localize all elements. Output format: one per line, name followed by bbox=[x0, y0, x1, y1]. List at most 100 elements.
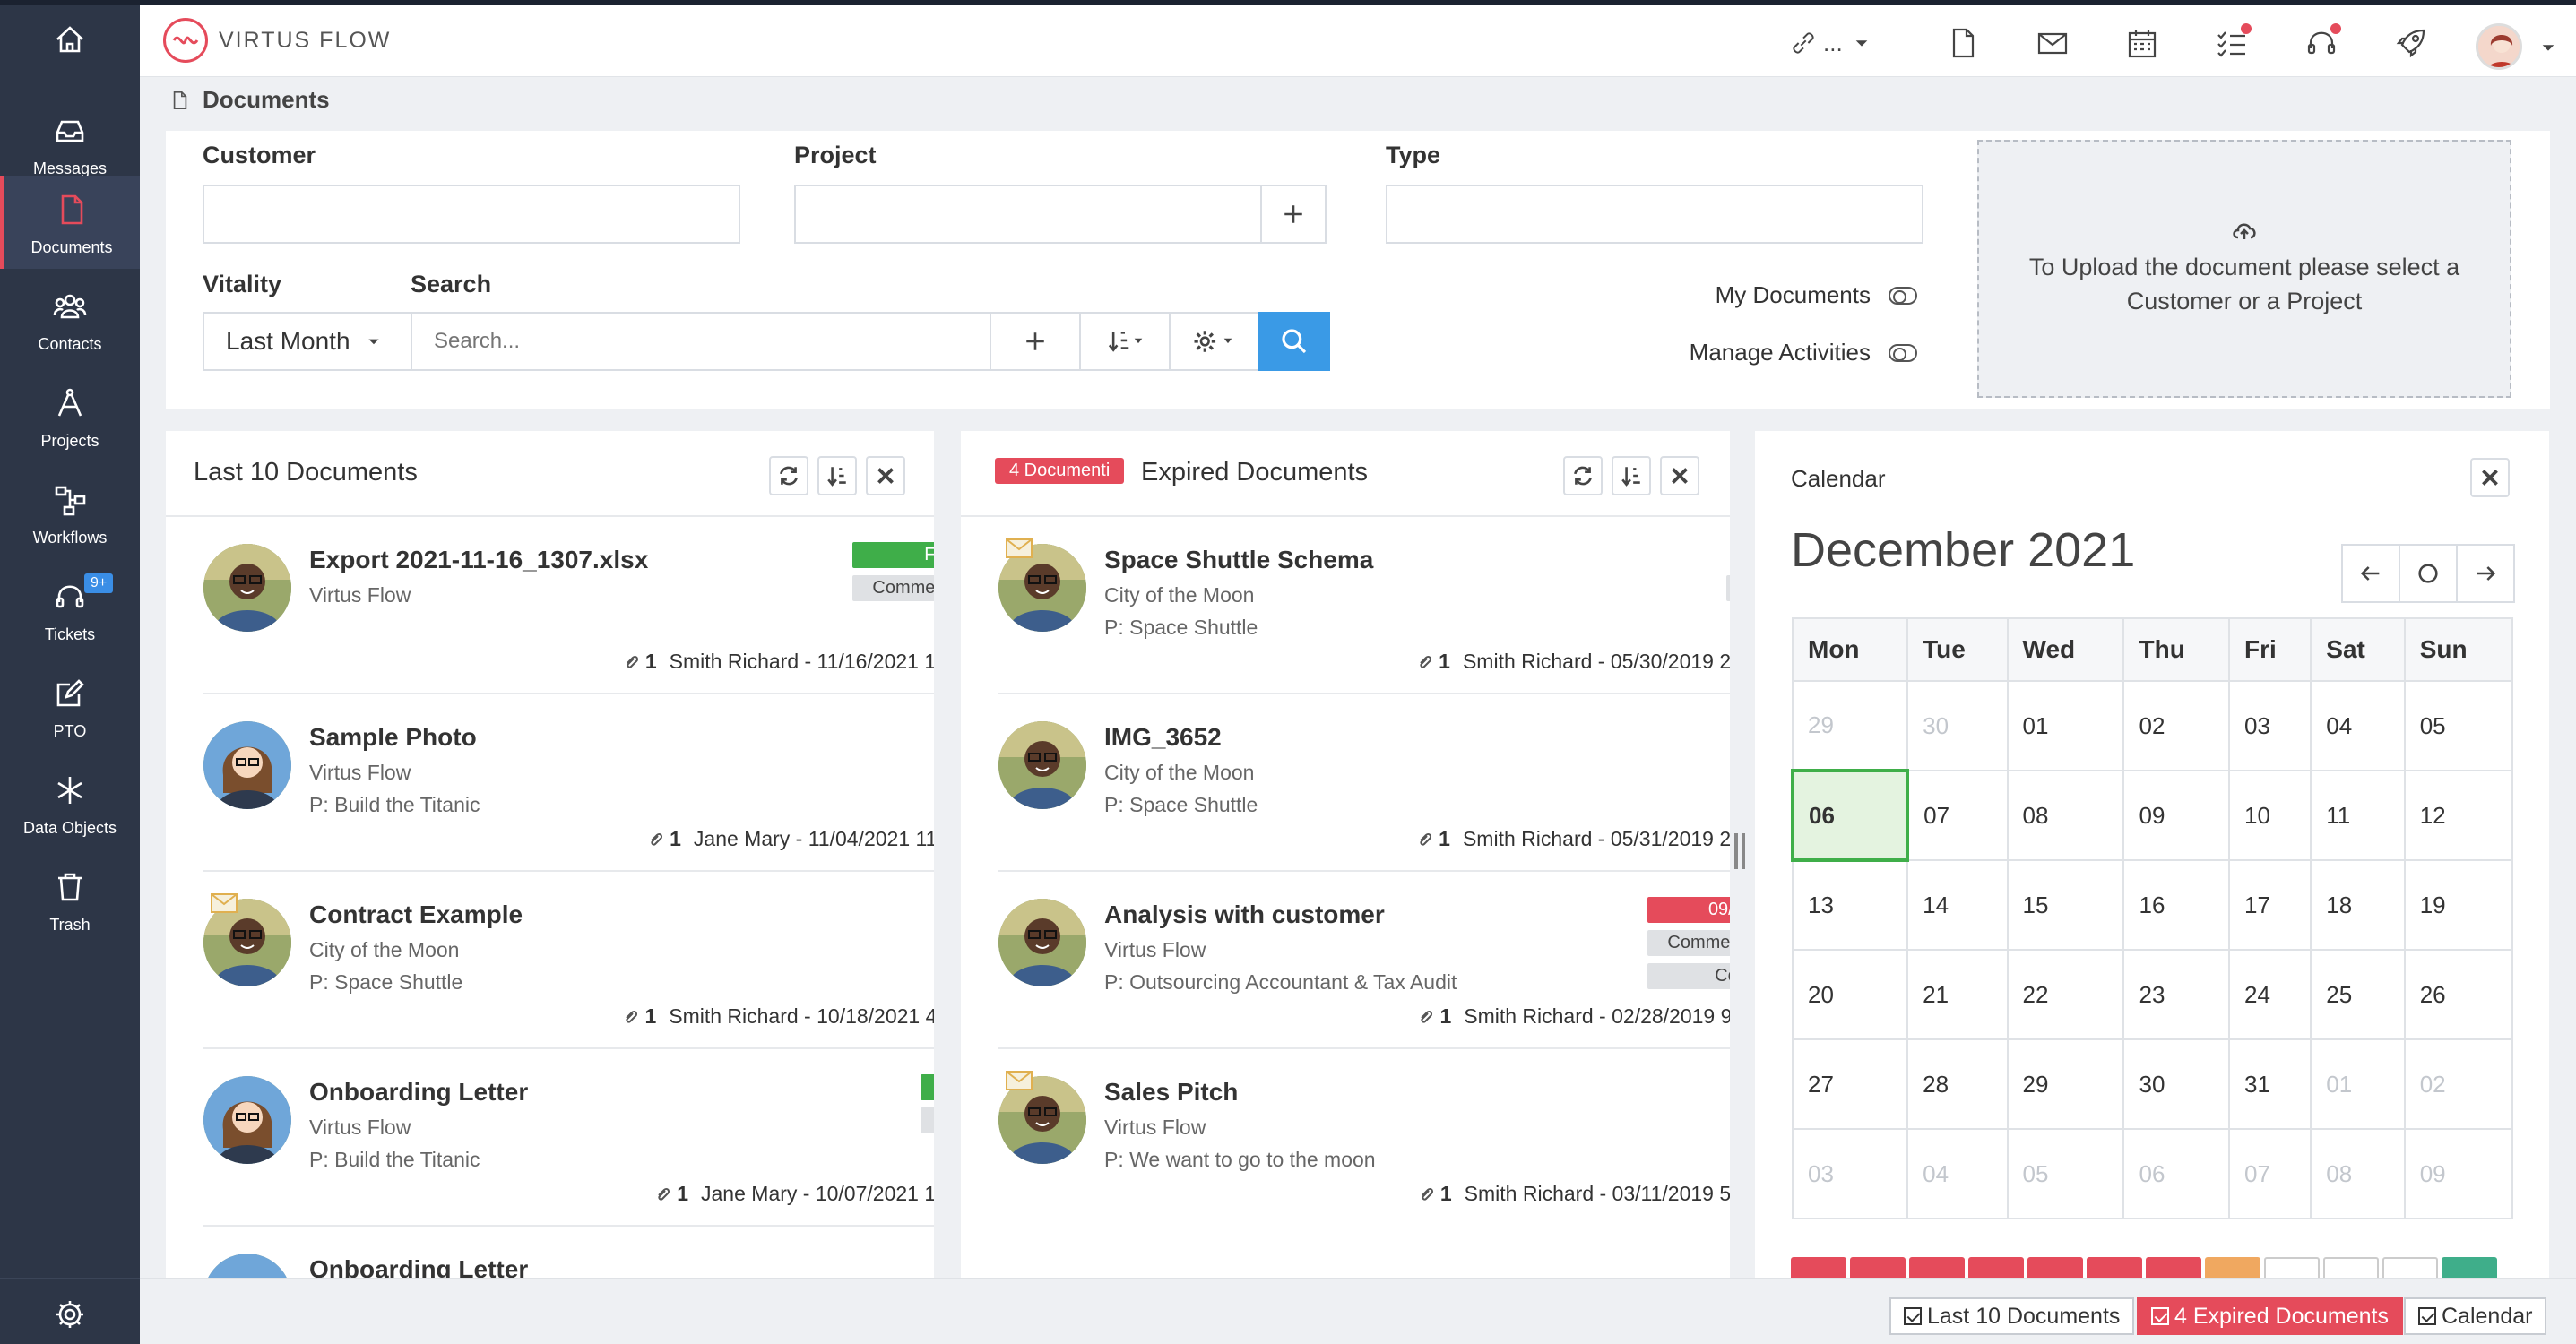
mail-button[interactable] bbox=[2035, 25, 2070, 61]
document-row[interactable]: Sales Pitch Virtus Flow P: We want to go t… bbox=[998, 1049, 1730, 1227]
calendar-day[interactable]: 23 bbox=[2122, 949, 2231, 1040]
link-dropdown[interactable]: ... bbox=[1787, 25, 1877, 61]
launch-button[interactable] bbox=[2393, 25, 2429, 61]
support-button[interactable] bbox=[2304, 23, 2341, 61]
close-button[interactable] bbox=[866, 456, 905, 495]
month-event-marker[interactable] bbox=[2027, 1257, 2083, 1278]
document-name[interactable]: Onboarding Letter bbox=[309, 1078, 529, 1106]
calendar-day[interactable]: 14 bbox=[1906, 859, 2009, 951]
document-name[interactable]: Export 2021-11-16_1307.xlsx bbox=[309, 546, 649, 573]
refresh-button[interactable] bbox=[769, 456, 808, 495]
prev-month-button[interactable] bbox=[2341, 544, 2400, 603]
toggle-calendar-button[interactable]: Calendar bbox=[2404, 1297, 2547, 1335]
search-button[interactable] bbox=[1258, 312, 1330, 371]
project-input[interactable] bbox=[794, 185, 1262, 244]
next-month-button[interactable] bbox=[2456, 544, 2515, 603]
toggle-switch[interactable] bbox=[1889, 286, 1917, 305]
vitality-select[interactable]: Last Month bbox=[203, 312, 412, 371]
close-button[interactable] bbox=[1660, 456, 1699, 495]
calendar-day[interactable]: 24 bbox=[2228, 949, 2312, 1040]
tasks-button[interactable] bbox=[2214, 23, 2252, 61]
settings-button[interactable] bbox=[0, 1278, 140, 1344]
calendar-day[interactable]: 17 bbox=[2228, 859, 2312, 951]
user-avatar[interactable] bbox=[2476, 23, 2522, 70]
chevron-down-icon[interactable] bbox=[2540, 39, 2556, 56]
document-row[interactable]: Space Shuttle Schema City of the Moon P: S… bbox=[998, 517, 1730, 694]
document-name[interactable]: Contract Example bbox=[309, 900, 523, 928]
sidebar-item-projects[interactable]: Projects bbox=[0, 369, 140, 466]
month-event-marker[interactable] bbox=[1791, 1257, 1846, 1278]
toggle-switch[interactable] bbox=[1889, 343, 1917, 362]
calendar-day[interactable]: 21 bbox=[1906, 949, 2009, 1040]
calendar-day[interactable]: 29 bbox=[1791, 680, 1909, 771]
calendar-day[interactable]: 02 bbox=[2403, 1038, 2514, 1130]
type-input[interactable] bbox=[1386, 185, 1923, 244]
document-name[interactable]: Sample Photo bbox=[309, 723, 477, 751]
document-name[interactable]: Onboarding Letter bbox=[309, 1255, 529, 1278]
calendar-day[interactable]: 02 bbox=[2122, 680, 2231, 771]
calendar-day[interactable]: 18 bbox=[2310, 859, 2406, 951]
refresh-button[interactable] bbox=[1563, 456, 1603, 495]
calendar-day[interactable]: 07 bbox=[2228, 1128, 2312, 1219]
month-event-marker[interactable] bbox=[1850, 1257, 1906, 1278]
month-event-marker[interactable] bbox=[2264, 1257, 2320, 1278]
calendar-day[interactable]: 28 bbox=[1906, 1038, 2009, 1130]
calendar-day[interactable]: 31 bbox=[2228, 1038, 2312, 1130]
calendar-day[interactable]: 27 bbox=[1791, 1038, 1909, 1130]
calendar-day[interactable]: 26 bbox=[2403, 949, 2514, 1040]
customer-input[interactable] bbox=[203, 185, 740, 244]
calendar-day[interactable]: 05 bbox=[2006, 1128, 2125, 1219]
calendar-day[interactable]: 06 bbox=[1790, 769, 1910, 862]
sidebar-item-trash[interactable]: Trash bbox=[0, 853, 140, 950]
sidebar-item-data-objects[interactable]: Data Objects bbox=[0, 756, 140, 853]
month-event-marker[interactable] bbox=[1909, 1257, 1965, 1278]
document-row[interactable]: Contract Example City of the Moon P: Space… bbox=[203, 872, 934, 1049]
calendar-day[interactable]: 25 bbox=[2310, 949, 2406, 1040]
sidebar-item-documents[interactable]: Documents bbox=[0, 176, 140, 269]
my-documents-toggle[interactable]: My Documents bbox=[1716, 281, 1917, 309]
document-row[interactable]: Export 2021-11-16_1307.xlsx Virtus Flow Fi… bbox=[203, 517, 934, 694]
calendar-day[interactable]: 06 bbox=[2122, 1128, 2231, 1219]
document-row[interactable]: Sample Photo Virtus Flow P: Build the Tita… bbox=[203, 694, 934, 872]
toggle-last-10-button[interactable]: Last 10 Documents bbox=[1889, 1297, 2135, 1335]
month-event-marker[interactable] bbox=[2382, 1257, 2438, 1278]
document-row[interactable]: Onboarding LetterFinished bbox=[203, 1227, 934, 1278]
document-name[interactable]: Analysis with customer bbox=[1104, 900, 1385, 928]
upload-dropzone[interactable]: To Upload the document please select a C… bbox=[1977, 140, 2511, 398]
sidebar-item-tickets[interactable]: 9+ Tickets bbox=[0, 563, 140, 659]
calendar-day[interactable]: 16 bbox=[2122, 859, 2231, 951]
month-event-marker[interactable] bbox=[2146, 1257, 2201, 1278]
calendar-day[interactable]: 20 bbox=[1791, 949, 1909, 1040]
calendar-day[interactable]: 30 bbox=[2122, 1038, 2231, 1130]
sidebar-item-contacts[interactable]: Contacts bbox=[0, 272, 140, 369]
sort-button[interactable] bbox=[1079, 312, 1171, 371]
calendar-day[interactable]: 01 bbox=[2006, 680, 2125, 771]
month-event-marker[interactable] bbox=[2087, 1257, 2142, 1278]
calendar-day[interactable]: 30 bbox=[1906, 680, 2009, 771]
calendar-day[interactable]: 15 bbox=[2006, 859, 2125, 951]
document-name[interactable]: Space Shuttle Schema bbox=[1104, 546, 1374, 573]
calendar-day[interactable]: 01 bbox=[2310, 1038, 2406, 1130]
logo[interactable]: VIRTUS FLOW bbox=[163, 18, 391, 63]
calendar-day[interactable]: 03 bbox=[2228, 680, 2312, 771]
calendar-day[interactable]: 13 bbox=[1791, 859, 1909, 951]
toggle-expired-button[interactable]: 4 Expired Documents bbox=[2137, 1297, 2404, 1335]
calendar-day[interactable]: 09 bbox=[2403, 1128, 2514, 1219]
calendar-day[interactable]: 09 bbox=[2122, 770, 2231, 861]
calendar-day[interactable]: 08 bbox=[2310, 1128, 2406, 1219]
month-event-marker[interactable] bbox=[2442, 1257, 2497, 1278]
today-button[interactable] bbox=[2399, 544, 2458, 603]
calendar-day[interactable]: 10 bbox=[2228, 770, 2312, 861]
close-button[interactable] bbox=[2470, 458, 2510, 497]
document-name[interactable]: Sales Pitch bbox=[1104, 1078, 1239, 1106]
add-document-button[interactable] bbox=[990, 312, 1081, 371]
sidebar-item-home[interactable] bbox=[0, 5, 140, 102]
resize-handle[interactable] bbox=[1734, 833, 1749, 869]
sidebar-item-workflows[interactable]: Workflows bbox=[0, 466, 140, 563]
sidebar-item-pto[interactable]: PTO bbox=[0, 659, 140, 756]
calendar-day[interactable]: 29 bbox=[2006, 1038, 2125, 1130]
calendar-day[interactable]: 19 bbox=[2403, 859, 2514, 951]
calendar-day[interactable]: 04 bbox=[1906, 1128, 2009, 1219]
month-event-marker[interactable] bbox=[2323, 1257, 2379, 1278]
document-name[interactable]: IMG_3652 bbox=[1104, 723, 1222, 751]
